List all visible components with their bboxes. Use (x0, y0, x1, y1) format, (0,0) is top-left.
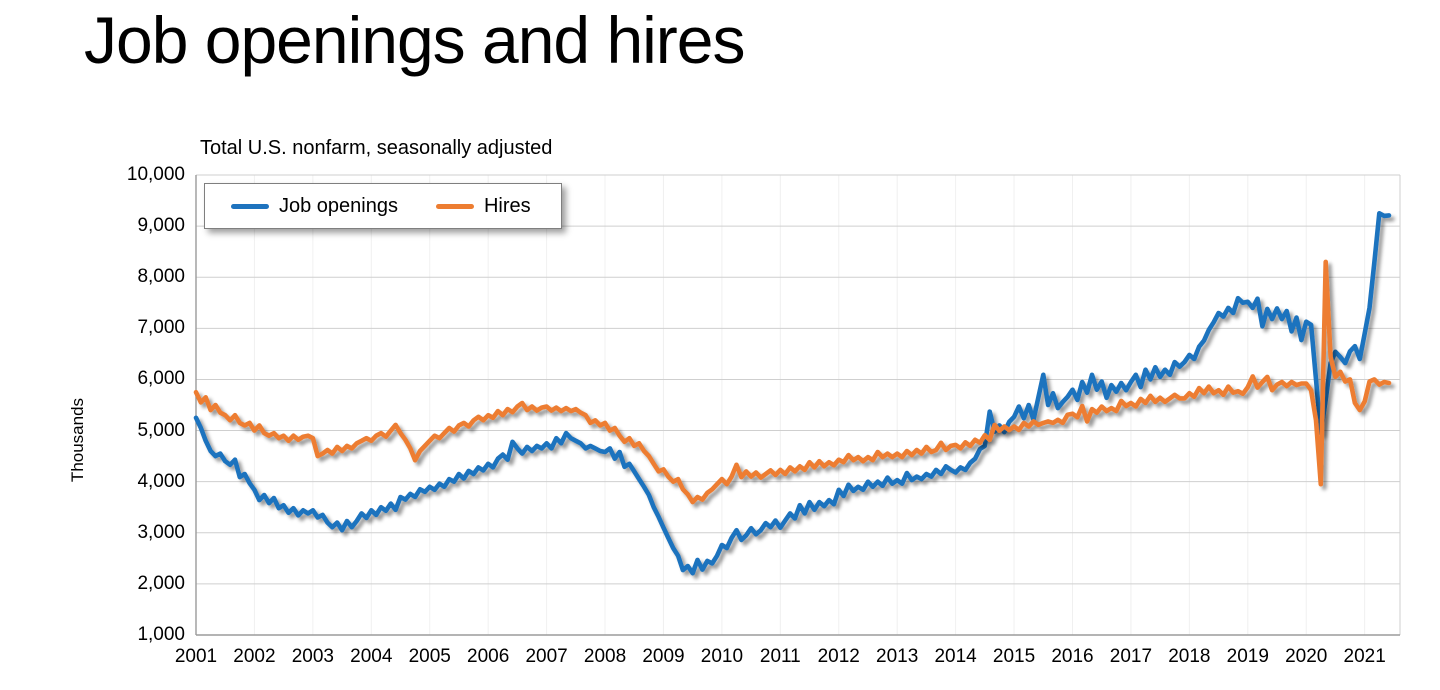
hires-line (193, 259, 1392, 505)
y-tick-label-4,000: 4,000 (137, 470, 185, 492)
hires-line-swatch (435, 203, 474, 209)
gridlines (195, 174, 1401, 636)
data-series-lines (193, 211, 1392, 576)
x-tick-label-2002: 2002 (233, 646, 276, 667)
x-tick-label-2020: 2020 (1285, 646, 1328, 667)
x-tick-label-2005: 2005 (408, 646, 451, 667)
legend-label-job-openings: Job openings (279, 194, 398, 217)
x-tick-label-2014: 2014 (934, 646, 977, 667)
y-tick-label-1,000: 1,000 (137, 624, 185, 645)
legend: Job openings Hires (204, 183, 562, 229)
x-tick-label-2004: 2004 (350, 646, 393, 667)
job-openings-line-swatch (231, 203, 269, 209)
x-tick-label-2010: 2010 (700, 646, 744, 667)
legend-item-job-openings: Job openings (231, 195, 398, 218)
x-tick-label-2009: 2009 (642, 646, 685, 667)
x-tick-label-2015: 2015 (992, 646, 1036, 667)
x-tick-label-2011: 2011 (759, 646, 801, 667)
legend-label-hires: Hires (483, 194, 531, 217)
chart-subtitle: Total U.S. nonfarm, seasonally adjusted (200, 137, 553, 159)
y-tick-label-7,000: 7,000 (137, 317, 185, 339)
job-openings-line (193, 211, 1392, 576)
y-tick-label-9,000: 9,000 (137, 215, 185, 237)
x-tick-label-2016: 2016 (1051, 646, 1094, 667)
x-tick-label-2008: 2008 (583, 646, 627, 667)
x-tick-label-2021: 2021 (1343, 646, 1386, 667)
y-tick-label-3,000: 3,000 (137, 521, 185, 543)
x-tick-label-2013: 2013 (876, 646, 919, 667)
y-tick-label-2,000: 2,000 (137, 572, 185, 594)
x-tick-label-2007: 2007 (525, 646, 568, 667)
x-tick-label-2017: 2017 (1109, 646, 1153, 667)
y-tick-label-5,000: 5,000 (137, 419, 185, 441)
y-tick-label-6,000: 6,000 (137, 368, 185, 390)
x-tick-label-2018: 2018 (1168, 646, 1211, 667)
x-tick-label-2019: 2019 (1226, 646, 1269, 667)
y-tick-label-8,000: 8,000 (137, 266, 185, 288)
page-title: Job openings and hires (84, 3, 745, 77)
x-tick-label-2012: 2012 (817, 646, 860, 667)
legend-item-hires: Hires (435, 194, 531, 218)
x-tick-label-2003: 2003 (291, 646, 334, 667)
y-tick-label-10,000: 10,000 (126, 164, 185, 185)
x-tick-label-2006: 2006 (467, 646, 510, 667)
x-tick-label-2001: 2001 (174, 646, 218, 667)
